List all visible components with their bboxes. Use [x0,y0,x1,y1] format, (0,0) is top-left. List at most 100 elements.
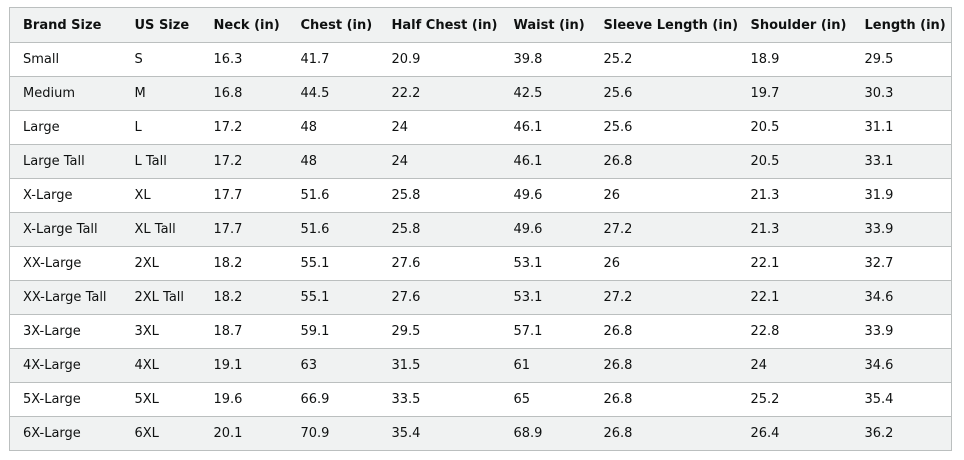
table-row: 4X-Large 4XL 19.1 63 31.5 61 26.8 24 34.6 [9,348,952,383]
table-row: Large Tall L Tall 17.2 48 24 46.1 26.8 20.5 33.1 [9,144,952,179]
cell-half-chest: 31.5 [378,348,501,383]
cell-sleeve-length: 27.2 [590,280,738,315]
cell-neck: 19.6 [200,382,288,417]
cell-chest: 44.5 [287,76,379,111]
cell-shoulder: 20.5 [737,110,852,145]
header-row: Brand Size US Size Neck (in) Chest (in) … [9,7,952,43]
cell-length: 33.9 [851,314,952,349]
cell-chest: 51.6 [287,178,379,213]
cell-chest: 48 [287,144,379,179]
cell-sleeve-length: 25.6 [590,76,738,111]
cell-half-chest: 22.2 [378,76,501,111]
cell-waist: 46.1 [500,144,591,179]
cell-shoulder: 18.9 [737,42,852,77]
cell-chest: 63 [287,348,379,383]
size-chart-table: Brand Size US Size Neck (in) Chest (in) … [9,7,952,451]
cell-length: 30.3 [851,76,952,111]
size-chart: Brand Size US Size Neck (in) Chest (in) … [9,7,952,451]
cell-sleeve-length: 26.8 [590,314,738,349]
cell-waist: 39.8 [500,42,591,77]
cell-chest: 55.1 [287,280,379,315]
header-sleeve-length: Sleeve Length (in) [590,7,738,43]
cell-us-size: 2XL [121,246,201,281]
cell-chest: 70.9 [287,416,379,451]
cell-length: 35.4 [851,382,952,417]
header-brand-size: Brand Size [9,7,122,43]
header-half-chest: Half Chest (in) [378,7,501,43]
cell-sleeve-length: 25.2 [590,42,738,77]
cell-sleeve-length: 26.8 [590,144,738,179]
cell-waist: 65 [500,382,591,417]
cell-half-chest: 33.5 [378,382,501,417]
header-us-size: US Size [121,7,201,43]
cell-neck: 16.8 [200,76,288,111]
cell-us-size: XL [121,178,201,213]
cell-waist: 53.1 [500,246,591,281]
cell-waist: 57.1 [500,314,591,349]
cell-sleeve-length: 25.6 [590,110,738,145]
cell-shoulder: 19.7 [737,76,852,111]
cell-us-size: 3XL [121,314,201,349]
cell-length: 33.9 [851,212,952,247]
header-chest: Chest (in) [287,7,379,43]
table-body: Small S 16.3 41.7 20.9 39.8 25.2 18.9 29.5 Medium… [9,42,952,451]
cell-half-chest: 35.4 [378,416,501,451]
cell-half-chest: 29.5 [378,314,501,349]
cell-shoulder: 21.3 [737,178,852,213]
cell-sleeve-length: 27.2 [590,212,738,247]
cell-neck: 18.2 [200,280,288,315]
cell-sleeve-length: 26.8 [590,348,738,383]
cell-sleeve-length: 26.8 [590,416,738,451]
cell-chest: 59.1 [287,314,379,349]
header-neck: Neck (in) [200,7,288,43]
cell-waist: 49.6 [500,178,591,213]
cell-sleeve-length: 26 [590,246,738,281]
cell-us-size: 6XL [121,416,201,451]
cell-shoulder: 26.4 [737,416,852,451]
cell-neck: 17.2 [200,144,288,179]
cell-neck: 20.1 [200,416,288,451]
table-row: XX-Large Tall 2XL Tall 18.2 55.1 27.6 53.1 27.… [9,280,952,315]
table-row: 6X-Large 6XL 20.1 70.9 35.4 68.9 26.8 26.4 36.2 [9,416,952,451]
table-row: Large L 17.2 48 24 46.1 25.6 20.5 31.1 [9,110,952,145]
header-length: Length (in) [851,7,952,43]
header-waist: Waist (in) [500,7,591,43]
cell-half-chest: 20.9 [378,42,501,77]
cell-chest: 66.9 [287,382,379,417]
cell-half-chest: 24 [378,144,501,179]
cell-chest: 41.7 [287,42,379,77]
cell-length: 36.2 [851,416,952,451]
cell-shoulder: 20.5 [737,144,852,179]
cell-chest: 55.1 [287,246,379,281]
cell-half-chest: 27.6 [378,246,501,281]
cell-us-size: 5XL [121,382,201,417]
cell-waist: 53.1 [500,280,591,315]
cell-brand-size: X-Large Tall [9,212,122,247]
cell-brand-size: XX-Large [9,246,122,281]
cell-shoulder: 24 [737,348,852,383]
cell-neck: 18.7 [200,314,288,349]
cell-waist: 61 [500,348,591,383]
cell-length: 33.1 [851,144,952,179]
cell-sleeve-length: 26.8 [590,382,738,417]
table-row: 5X-Large 5XL 19.6 66.9 33.5 65 26.8 25.2 35.4 [9,382,952,417]
table-row: Small S 16.3 41.7 20.9 39.8 25.2 18.9 29.5 [9,42,952,77]
table-row: X-Large Tall XL Tall 17.7 51.6 25.8 49.6 27.2 2… [9,212,952,247]
cell-shoulder: 22.1 [737,280,852,315]
cell-brand-size: 6X-Large [9,416,122,451]
cell-us-size: L Tall [121,144,201,179]
cell-shoulder: 22.1 [737,246,852,281]
cell-us-size: S [121,42,201,77]
cell-neck: 17.7 [200,212,288,247]
cell-length: 34.6 [851,280,952,315]
cell-length: 31.9 [851,178,952,213]
cell-chest: 48 [287,110,379,145]
cell-brand-size: X-Large [9,178,122,213]
cell-us-size: L [121,110,201,145]
cell-neck: 18.2 [200,246,288,281]
cell-brand-size: Large [9,110,122,145]
cell-brand-size: 4X-Large [9,348,122,383]
cell-half-chest: 24 [378,110,501,145]
table-row: X-Large XL 17.7 51.6 25.8 49.6 26 21.3 31.9 [9,178,952,213]
cell-shoulder: 21.3 [737,212,852,247]
